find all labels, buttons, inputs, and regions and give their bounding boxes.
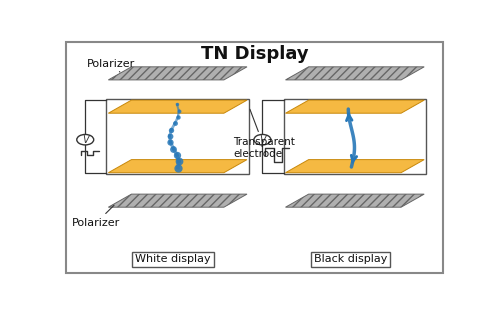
Circle shape (77, 134, 94, 145)
Text: Transparent
electrode: Transparent electrode (234, 109, 295, 159)
Polygon shape (108, 160, 247, 173)
Text: V: V (82, 135, 88, 145)
Polygon shape (108, 67, 247, 80)
Polygon shape (285, 194, 424, 207)
Text: Polarizer: Polarizer (72, 205, 120, 228)
Text: Polarizer: Polarizer (87, 59, 135, 72)
Polygon shape (108, 100, 247, 113)
Text: Black display: Black display (314, 254, 387, 264)
Polygon shape (285, 160, 424, 173)
Bar (284, 99, 426, 174)
Circle shape (254, 134, 271, 145)
FancyBboxPatch shape (66, 42, 443, 273)
Polygon shape (285, 67, 424, 80)
Polygon shape (285, 100, 424, 113)
Text: White display: White display (135, 254, 211, 264)
Text: V: V (259, 135, 266, 145)
Text: TN Display: TN Display (201, 45, 309, 63)
Polygon shape (108, 194, 247, 207)
Bar (106, 99, 249, 174)
